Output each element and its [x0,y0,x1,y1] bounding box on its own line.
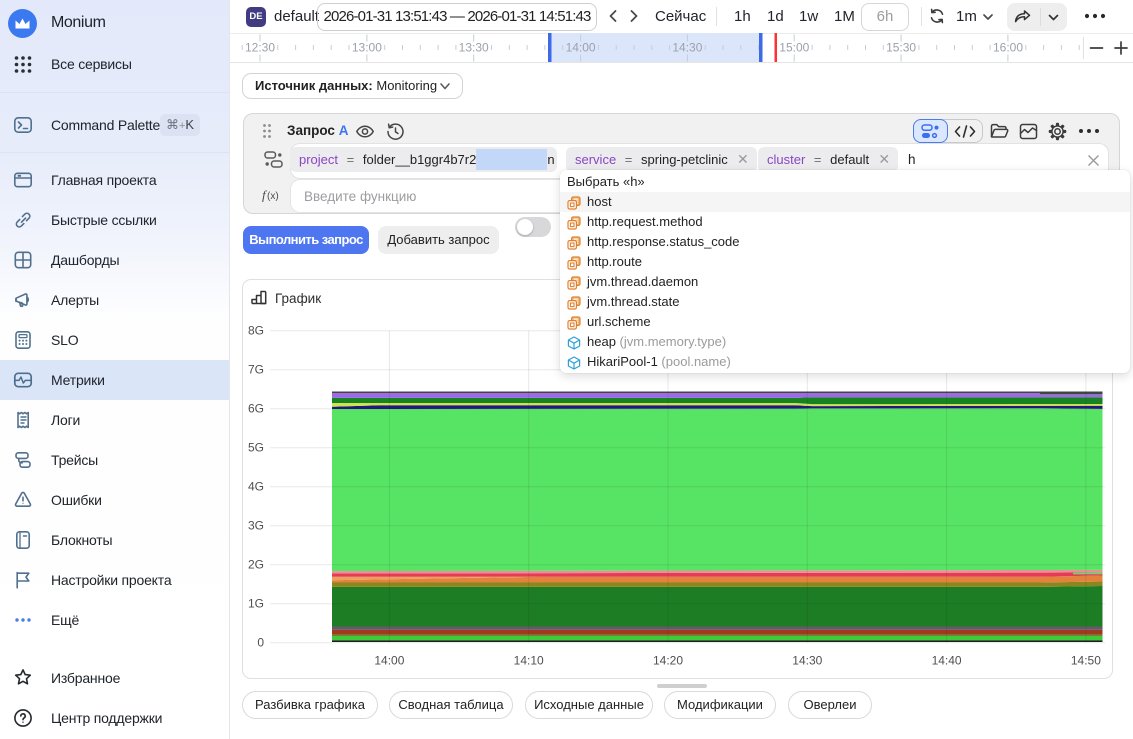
svg-text:(x): (x) [267,191,279,202]
svg-text:7G: 7G [248,363,264,377]
svg-text:16:00: 16:00 [993,41,1023,55]
svg-text:14:30: 14:30 [672,41,702,55]
svg-text:14:20: 14:20 [653,654,683,668]
svg-text:8G: 8G [248,324,264,338]
svg-text:14:00: 14:00 [566,41,596,55]
svg-text:6G: 6G [248,402,264,416]
svg-text:5G: 5G [248,441,264,455]
svg-text:14:10: 14:10 [514,654,544,668]
svg-text:15:30: 15:30 [886,41,916,55]
svg-text:1G: 1G [248,597,264,611]
svg-text:13:30: 13:30 [459,41,489,55]
svg-text:14:00: 14:00 [374,654,404,668]
svg-text:14:50: 14:50 [1071,654,1101,668]
svg-text:14:40: 14:40 [932,654,962,668]
svg-text:14:30: 14:30 [792,654,822,668]
svg-text:0: 0 [257,636,264,650]
svg-text:15:00: 15:00 [779,41,809,55]
svg-text:3G: 3G [248,519,264,533]
svg-text:4G: 4G [248,480,264,494]
svg-text:f: f [262,188,268,202]
svg-text:12:30: 12:30 [245,41,275,55]
svg-text:2G: 2G [248,558,264,572]
svg-text:13:00: 13:00 [352,41,382,55]
